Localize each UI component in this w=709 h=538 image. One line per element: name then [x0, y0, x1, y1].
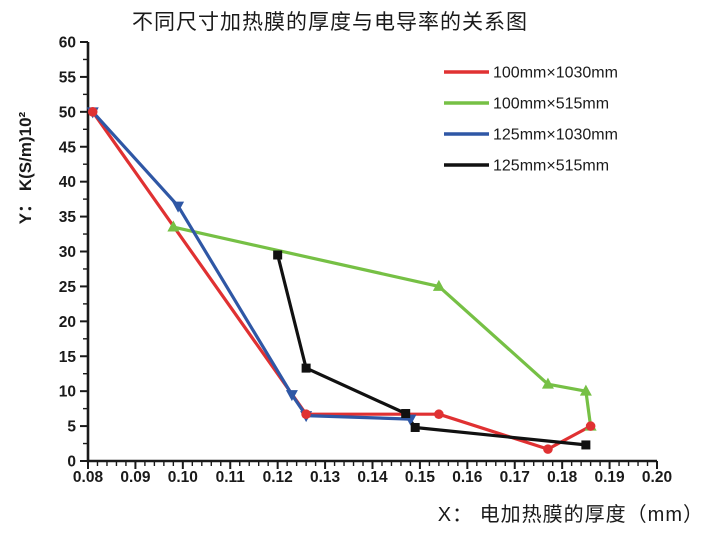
- y-tick-label: 20: [59, 314, 76, 331]
- x-tick-label: 0.09: [120, 469, 151, 486]
- data-point-triangle-up: [579, 384, 592, 396]
- data-point-triangle-down: [285, 390, 298, 402]
- series-line-2: [91, 110, 412, 421]
- x-tick-label: 0.11: [216, 469, 246, 486]
- y-tick-label: 60: [59, 35, 76, 52]
- data-point-triangle-up: [541, 377, 554, 389]
- data-point-square: [273, 250, 283, 260]
- legend-item-label: 100mm×515mm: [493, 96, 609, 113]
- y-tick-label: 35: [59, 209, 77, 226]
- y-tick-label: 0: [67, 454, 76, 471]
- x-tick-label: 0.20: [642, 469, 672, 486]
- x-tick-label: 0.14: [357, 469, 388, 486]
- x-tick-label: 0.10: [168, 469, 198, 486]
- y-tick-label: 45: [59, 139, 77, 156]
- x-tick-label: 0.12: [263, 469, 293, 486]
- x-tick-label: 0.16: [452, 469, 483, 486]
- x-tick-label: 0.18: [547, 469, 578, 486]
- chart-generated-content: 0.08 0.09 0.10 0.11 0.12 0.13 0.14 0.15 0.16 0.17…: [59, 35, 672, 487]
- y-tick-label: 50: [59, 104, 76, 121]
- y-tick-label: 40: [59, 174, 76, 191]
- data-point-circle: [585, 421, 596, 431]
- data-point-circle: [434, 409, 444, 420]
- y-tick-label: 5: [67, 419, 76, 436]
- data-point-circle: [543, 444, 553, 454]
- data-point-triangle-up: [167, 220, 180, 232]
- x-tick-label: 0.08: [73, 469, 104, 486]
- data-point-square: [301, 363, 311, 373]
- y-tick-label: 30: [59, 244, 76, 261]
- chart-title: 不同尺寸加热膜的厚度与电导率的关系图: [132, 11, 528, 34]
- data-point-triangle-down: [172, 201, 185, 213]
- x-tick-label: 0.19: [594, 469, 625, 486]
- x-tick-label: 0.17: [500, 469, 530, 486]
- data-point-triangle-up: [432, 279, 445, 291]
- legend-item-label: 125mm×1030mm: [493, 127, 618, 144]
- data-point-circle: [87, 107, 98, 117]
- x-axis-label: X： 电加热膜的厚度（mm）: [438, 503, 704, 526]
- y-tick-label: 15: [59, 349, 77, 366]
- x-tick-label: 0.15: [405, 469, 436, 486]
- legend-item-label: 100mm×1030mm: [493, 65, 618, 82]
- y-tick-label: 10: [59, 384, 76, 401]
- y-tick-label: 25: [59, 279, 77, 296]
- data-point-circle: [301, 409, 311, 420]
- y-tick-label: 55: [59, 69, 77, 86]
- x-tick-label: 0.13: [310, 469, 341, 486]
- data-point-square: [401, 409, 411, 419]
- legend-item-label: 125mm×515mm: [493, 158, 609, 175]
- data-point-square: [581, 440, 591, 450]
- data-point-square: [410, 422, 420, 432]
- y-axis-label: Y： K(S/m)10²: [16, 111, 35, 224]
- series-line-1: [171, 225, 593, 428]
